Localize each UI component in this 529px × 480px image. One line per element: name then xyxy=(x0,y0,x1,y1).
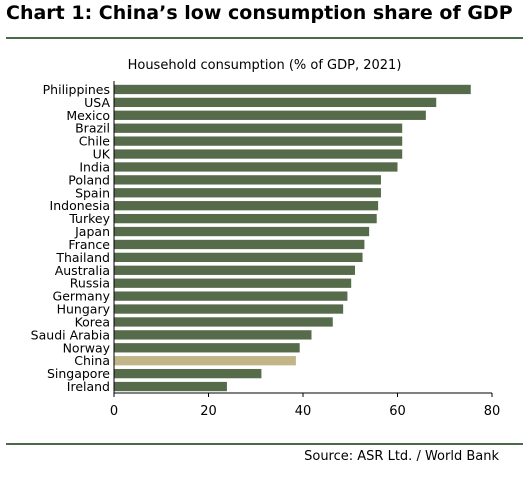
category-label: Chile xyxy=(79,134,111,149)
bar xyxy=(114,162,398,172)
chart-subtitle: Household consumption (% of GDP, 2021) xyxy=(127,58,402,73)
bar xyxy=(114,175,381,185)
bar xyxy=(114,330,312,340)
category-label: Philippines xyxy=(43,82,110,97)
bottom-rule xyxy=(6,443,523,445)
bar xyxy=(114,317,333,327)
category-label: UK xyxy=(93,147,111,162)
bar xyxy=(114,188,381,198)
chart-title: Chart 1: China’s low consumption share o… xyxy=(6,2,513,24)
bar xyxy=(114,110,426,120)
bar xyxy=(114,97,437,108)
category-label: Norway xyxy=(63,340,111,355)
bar xyxy=(114,265,355,275)
bar xyxy=(114,213,377,224)
category-label: Japan xyxy=(74,224,110,239)
category-label: Poland xyxy=(68,172,110,187)
bar xyxy=(114,343,300,353)
category-label: Australia xyxy=(55,263,110,278)
category-label: Russia xyxy=(70,276,110,291)
category-label: India xyxy=(79,159,110,174)
category-label: Indonesia xyxy=(50,198,110,213)
bar xyxy=(114,278,352,288)
category-label: China xyxy=(74,353,110,368)
category-label: Korea xyxy=(75,314,110,329)
bar xyxy=(114,149,403,159)
bar xyxy=(114,381,227,392)
x-tick-label: 20 xyxy=(200,404,217,419)
bar xyxy=(114,356,296,366)
x-tick-label: 0 xyxy=(110,404,118,419)
x-tick-label: 60 xyxy=(389,404,406,419)
source-note: Source: ASR Ltd. / World Bank xyxy=(304,449,499,464)
bar xyxy=(114,291,348,301)
category-label: Thailand xyxy=(55,250,110,265)
category-label: France xyxy=(68,237,110,252)
x-tick-label: 40 xyxy=(295,404,312,419)
category-label: Brazil xyxy=(75,121,110,136)
bar-chart: PhilippinesUSAMexicoBrazilChileUKIndiaPo… xyxy=(31,81,501,419)
bar xyxy=(114,252,363,263)
category-label: Mexico xyxy=(66,108,110,123)
category-label: Saudi Arabia xyxy=(31,327,110,342)
category-label: Ireland xyxy=(67,379,110,394)
bar xyxy=(114,201,379,211)
bar xyxy=(114,226,370,237)
category-label: Singapore xyxy=(47,366,110,381)
bar xyxy=(114,84,471,95)
bar xyxy=(114,239,365,250)
category-label: Spain xyxy=(75,185,110,200)
bar xyxy=(114,304,344,314)
category-label: Germany xyxy=(53,289,111,304)
top-rule xyxy=(6,37,523,39)
bar xyxy=(114,123,403,133)
bar xyxy=(114,136,403,146)
bar xyxy=(114,368,262,379)
x-tick-label: 80 xyxy=(484,404,501,419)
category-label: Turkey xyxy=(68,211,110,226)
category-label: USA xyxy=(84,95,110,110)
category-label: Hungary xyxy=(57,302,111,317)
